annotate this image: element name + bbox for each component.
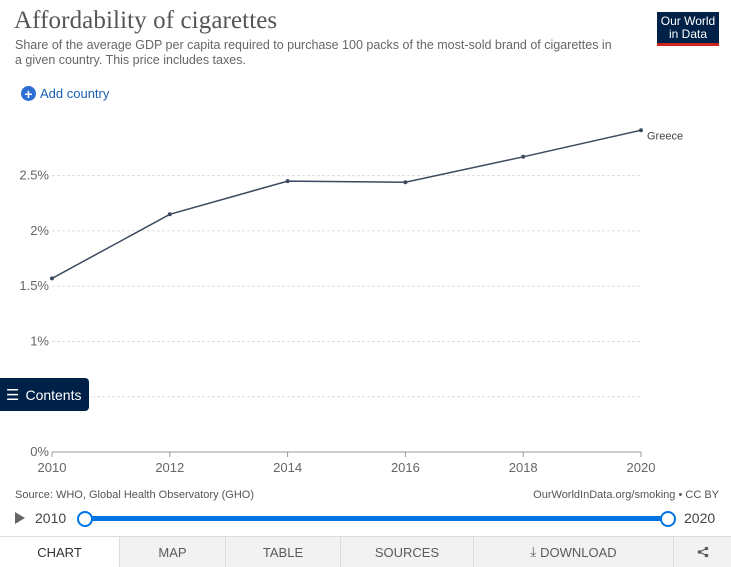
license-link[interactable]: OurWorldInData.org/smoking • CC BY — [533, 489, 719, 501]
add-country-label: Add country — [40, 86, 110, 101]
x-tick-label: 2010 — [38, 460, 67, 475]
data-point — [50, 276, 54, 281]
x-tick-label: 2018 — [509, 460, 538, 475]
series-line-greece — [51, 129, 642, 280]
chart-subtitle: Share of the average GDP per capita requ… — [15, 38, 612, 67]
timeline-end-year: 2020 — [684, 510, 716, 526]
download-icon: ⤓ — [530, 544, 537, 559]
play-icon[interactable] — [15, 512, 25, 524]
tab-map[interactable]: MAP — [119, 537, 225, 567]
y-tick-label: 1% — [30, 333, 49, 348]
timeline-start-handle[interactable] — [77, 511, 93, 527]
tab-chart-label: CHART — [37, 544, 82, 560]
timeline-start-year: 2010 — [35, 510, 67, 526]
tab-download[interactable]: ⤓ DOWNLOAD — [473, 537, 673, 567]
x-tick-label: 2016 — [391, 460, 420, 475]
tab-sources[interactable]: SOURCES — [340, 537, 473, 567]
timeline-track[interactable] — [84, 516, 668, 521]
tab-table-label: TABLE — [262, 544, 304, 560]
timeline: 2010 2020 — [0, 508, 731, 530]
contents-button[interactable]: ☰ Contents — [0, 378, 89, 411]
grid-layer — [52, 175, 641, 398]
tab-map-label: MAP — [158, 544, 187, 560]
chart-title: Affordability of cigarettes — [14, 7, 278, 34]
menu-icon: ☰ — [6, 386, 20, 404]
timeline-end-handle[interactable] — [660, 511, 676, 527]
contents-label: Contents — [25, 386, 82, 403]
axis-layer: 0% 1% 1.5% 2% 2.5% 2010 2012 2014 2016 2018 2020 — [19, 168, 655, 475]
y-tick-label: 2.5% — [19, 168, 49, 183]
plus-circle-icon: + — [21, 86, 36, 101]
data-point — [639, 128, 643, 133]
data-point — [167, 212, 172, 217]
tab-table[interactable]: TABLE — [225, 537, 340, 567]
logo-line-2: in Data — [668, 27, 708, 41]
tab-download-label: DOWNLOAD — [540, 544, 617, 560]
data-point — [403, 180, 408, 185]
source-note: Source: WHO, Global Health Observatory (… — [15, 489, 255, 501]
series-layer: Greece — [50, 128, 683, 281]
series-label: Greece — [647, 130, 683, 142]
add-country-button[interactable]: + Add country — [21, 86, 109, 101]
tab-sources-label: SOURCES — [374, 544, 440, 560]
y-tick-label: 0% — [30, 444, 49, 459]
x-tick-label: 2014 — [273, 460, 302, 475]
tab-chart[interactable]: CHART — [0, 537, 119, 567]
y-tick-label: 1.5% — [19, 278, 49, 293]
tab-bar: CHART MAP TABLE SOURCES ⤓ DOWNLOAD — [0, 536, 731, 567]
line-chart: 0% 1% 1.5% 2% 2.5% 2010 2012 2014 2016 2018 2020 G… — [19, 128, 683, 475]
tab-share[interactable] — [673, 537, 731, 567]
y-tick-label: 2% — [30, 223, 49, 238]
x-tick-label: 2020 — [627, 460, 656, 475]
data-point — [285, 179, 290, 184]
x-tick-label: 2012 — [155, 460, 184, 475]
data-point — [521, 154, 526, 159]
share-icon — [697, 546, 708, 558]
logo-line-1: Our World — [660, 14, 716, 28]
owid-logo[interactable]: Our World in Data — [657, 12, 719, 46]
